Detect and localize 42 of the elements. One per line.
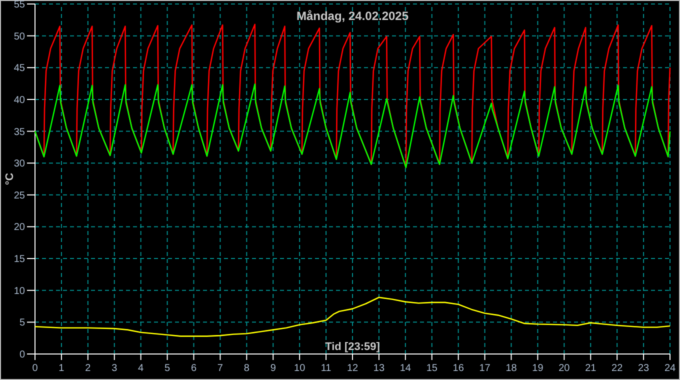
x-tick-label: 10 bbox=[294, 363, 306, 374]
x-tick-label: 4 bbox=[138, 363, 144, 374]
x-tick-label: 21 bbox=[585, 363, 597, 374]
x-tick-label: 8 bbox=[244, 363, 250, 374]
x-tick-label: 6 bbox=[190, 363, 197, 374]
y-tick-label: 40 bbox=[14, 94, 26, 106]
x-tick-label: 24 bbox=[664, 363, 676, 374]
x-tick-label: 0 bbox=[32, 363, 38, 374]
y-tick-label: 15 bbox=[14, 254, 26, 266]
x-tick-label: 13 bbox=[373, 363, 385, 374]
y-tick-label: 25 bbox=[14, 190, 26, 202]
x-tick-label: 3 bbox=[112, 363, 118, 374]
y-tick-label: 35 bbox=[14, 126, 26, 138]
y-tick-label: 20 bbox=[14, 222, 26, 234]
x-tick-label: 14 bbox=[400, 363, 412, 374]
y-tick-label: 5 bbox=[19, 318, 26, 329]
x-tick-label: 2 bbox=[85, 363, 92, 374]
x-tick-label: 19 bbox=[532, 363, 544, 374]
y-tick-label: 30 bbox=[14, 158, 26, 170]
x-tick-label: 18 bbox=[506, 363, 518, 374]
x-tick-label: 9 bbox=[270, 363, 276, 374]
y-tick-label: 45 bbox=[14, 63, 26, 74]
x-tick-label: 15 bbox=[426, 363, 438, 374]
x-tick-label: 17 bbox=[479, 363, 491, 374]
y-tick-label: 10 bbox=[14, 286, 26, 297]
x-tick-label: 23 bbox=[638, 363, 650, 374]
x-tick-label: 12 bbox=[346, 363, 358, 374]
x-axis-title: Tid [23:59] bbox=[325, 341, 380, 353]
y-tick-label: 55 bbox=[14, 0, 26, 10]
line-series bbox=[34, 296, 671, 337]
y-tick-label: 50 bbox=[14, 31, 26, 42]
chart-title: Måndag, 24.02.2025 bbox=[296, 9, 409, 23]
x-tick-label: 16 bbox=[452, 363, 464, 374]
x-tick-label: 1 bbox=[58, 363, 65, 374]
x-tick-label: 20 bbox=[558, 363, 570, 374]
x-tick-label: 7 bbox=[217, 363, 224, 374]
y-axis-title: °C bbox=[4, 172, 16, 186]
x-tick-label: 5 bbox=[164, 363, 171, 374]
line-series bbox=[34, 84, 671, 168]
x-tick-label: 11 bbox=[320, 363, 332, 374]
x-tick-label: 22 bbox=[612, 363, 624, 374]
y-tick-label: 0 bbox=[19, 350, 26, 360]
